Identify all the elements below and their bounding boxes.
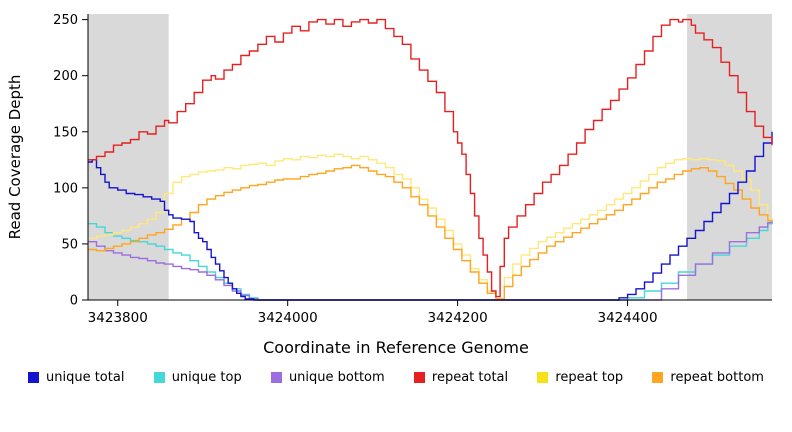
legend-item-repeat-bottom: repeat bottom: [652, 370, 764, 385]
unique-top-swatch-icon: [153, 372, 165, 383]
x-axis-title: Coordinate in Reference Genome: [263, 338, 529, 357]
legend-label: unique top: [171, 370, 242, 385]
series-unique-total: [88, 131, 773, 301]
y-tick-label: 150: [53, 125, 78, 140]
chart-legend: unique total unique top unique bottom re…: [0, 360, 792, 385]
legend-item-unique-bottom: unique bottom: [270, 370, 385, 385]
repeat-top-swatch-icon: [537, 372, 549, 383]
repeat-bottom-swatch-icon: [652, 372, 664, 383]
repeat-total-swatch-icon: [413, 372, 425, 383]
x-tick-label: 3423800: [88, 310, 148, 326]
y-tick-label: 100: [53, 181, 78, 196]
y-tick-label: 0: [70, 294, 78, 309]
y-axis-title: Read Coverage Depth: [6, 75, 24, 240]
x-tick-label: 3424000: [258, 310, 318, 326]
legend-label: repeat top: [555, 370, 624, 385]
y-tick-label: 200: [53, 69, 78, 84]
legend-item-unique-total: unique total: [28, 370, 124, 385]
legend-label: unique bottom: [288, 370, 385, 385]
series-unique-bottom: [88, 221, 773, 301]
y-tick-label: 50: [61, 237, 78, 252]
legend-item-unique-top: unique top: [153, 370, 242, 385]
series-repeat-top: [88, 153, 773, 300]
x-tick-label: 3424200: [428, 310, 488, 326]
series-repeat-total: [88, 18, 773, 298]
legend-label: unique total: [46, 370, 125, 385]
unique-bottom-swatch-icon: [270, 372, 282, 383]
unique-total-swatch-icon: [28, 372, 39, 383]
series-repeat-bottom: [88, 164, 773, 300]
legend-label: repeat total: [431, 370, 509, 385]
legend-item-repeat-total: repeat total: [413, 370, 509, 385]
coverage-chart: 0 50 100 150 200 250 3423800 3424000 3424200 3424…: [6, 13, 773, 326]
x-tick-label: 3424400: [597, 310, 657, 326]
legend-item-repeat-top: repeat top: [537, 370, 623, 385]
y-tick-label: 250: [53, 13, 78, 28]
legend-label: repeat bottom: [670, 370, 764, 385]
